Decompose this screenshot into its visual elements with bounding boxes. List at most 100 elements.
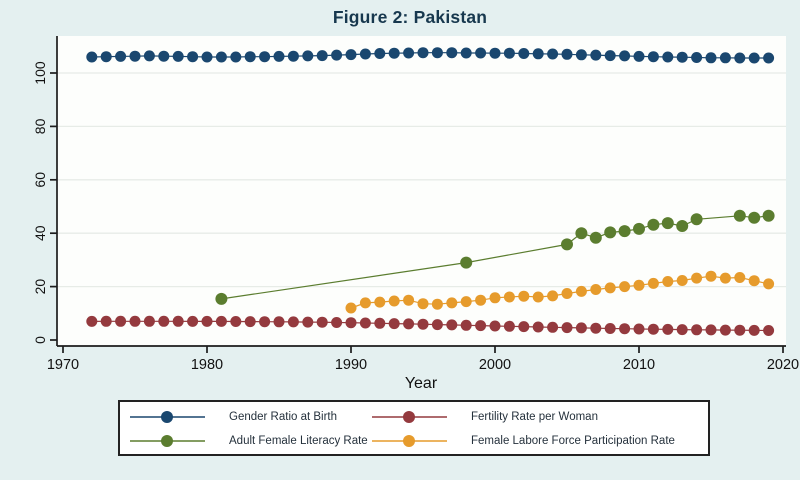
data-point	[417, 318, 429, 330]
data-point	[475, 47, 487, 59]
data-point	[115, 315, 127, 327]
data-point	[633, 323, 645, 335]
data-point	[331, 317, 343, 328]
legend-entry-female-literacy: Adult Female Literacy Rate	[130, 429, 372, 453]
data-point	[532, 291, 544, 303]
data-point	[345, 49, 357, 61]
data-point	[201, 315, 213, 327]
data-point	[690, 213, 703, 226]
data-point	[633, 222, 645, 235]
data-point	[359, 297, 371, 309]
data-point	[691, 324, 703, 336]
data-point	[748, 324, 760, 336]
data-point	[374, 296, 386, 308]
data-point	[691, 272, 703, 284]
x-tick-label: 2020	[767, 357, 799, 373]
data-point	[619, 50, 631, 62]
data-point	[590, 284, 602, 295]
data-point	[345, 302, 357, 314]
fertility-rate-marker-icon	[372, 411, 447, 423]
data-point	[489, 320, 501, 332]
data-point	[619, 323, 631, 335]
x-tick-label: 2000	[479, 357, 511, 373]
data-point	[647, 323, 659, 335]
data-point	[446, 319, 458, 331]
data-point	[215, 292, 228, 305]
data-point	[215, 315, 227, 327]
data-point	[561, 48, 573, 60]
data-point	[763, 52, 775, 64]
legend-label-female-literacy: Adult Female Literacy Rate	[229, 435, 368, 447]
data-point	[316, 316, 328, 328]
data-point	[374, 48, 386, 59]
data-point	[662, 51, 674, 63]
data-point	[647, 218, 660, 231]
data-point	[604, 282, 616, 294]
data-point	[100, 315, 112, 327]
data-point	[431, 298, 443, 310]
data-point	[489, 292, 501, 304]
data-point	[589, 231, 602, 244]
data-point	[503, 47, 515, 59]
data-point	[518, 321, 530, 333]
data-point	[676, 324, 688, 336]
female-labor-force-marker-icon	[372, 435, 447, 447]
data-point	[187, 51, 199, 63]
data-point	[244, 51, 256, 63]
data-point	[604, 50, 616, 62]
data-point	[590, 49, 602, 61]
data-point	[547, 48, 559, 60]
x-tick-label: 2010	[623, 357, 655, 373]
data-point	[287, 50, 299, 62]
series-2	[215, 209, 775, 305]
female-literacy-marker-icon	[130, 435, 205, 447]
data-point	[561, 238, 573, 251]
data-point	[518, 48, 530, 59]
data-point	[647, 277, 659, 289]
data-point	[619, 281, 631, 293]
data-point	[403, 294, 415, 306]
data-point	[388, 318, 400, 330]
data-point	[475, 320, 487, 332]
data-point	[633, 50, 645, 62]
data-point	[705, 270, 717, 282]
legend-label-gender-ratio: Gender Ratio at Birth	[229, 411, 338, 423]
data-point	[230, 316, 242, 327]
y-tick-label: 80	[32, 118, 48, 134]
data-point	[115, 50, 127, 62]
data-point	[143, 50, 155, 62]
data-point	[287, 316, 299, 328]
x-axis-title: Year	[405, 375, 438, 392]
data-point	[374, 317, 386, 329]
y-tick-label: 0	[32, 336, 48, 344]
data-point	[316, 50, 328, 62]
data-point	[518, 290, 530, 302]
data-point	[661, 217, 674, 230]
data-point	[446, 297, 458, 309]
x-tick-label: 1980	[191, 357, 223, 373]
data-point	[561, 322, 573, 334]
data-point	[431, 319, 443, 331]
data-point	[215, 51, 227, 63]
data-point	[618, 225, 631, 238]
y-tick-label: 40	[32, 225, 48, 241]
data-point	[705, 324, 717, 336]
data-point	[575, 285, 587, 297]
data-point	[273, 50, 285, 62]
data-point	[547, 321, 559, 333]
data-point	[201, 51, 213, 63]
data-point	[345, 317, 357, 329]
data-point	[460, 256, 473, 269]
data-point	[561, 288, 573, 299]
data-point	[100, 51, 112, 63]
series-3	[345, 270, 775, 314]
data-point	[734, 52, 746, 64]
data-point	[748, 211, 761, 224]
data-point	[172, 50, 184, 62]
data-point	[719, 52, 731, 64]
data-point	[460, 296, 472, 308]
data-point	[172, 315, 184, 327]
data-point	[532, 321, 544, 333]
data-point	[575, 49, 587, 61]
